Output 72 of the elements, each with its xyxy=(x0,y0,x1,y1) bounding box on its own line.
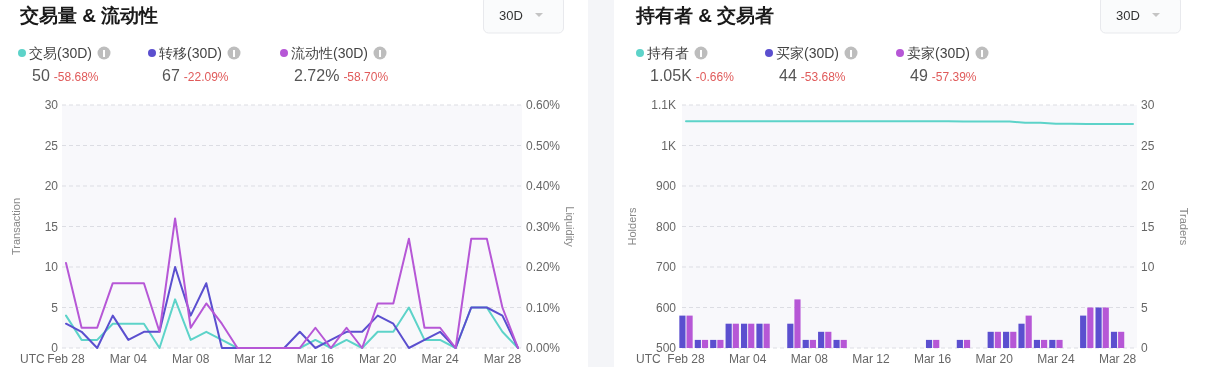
x-tick-label: Mar 28 xyxy=(483,352,522,366)
y-tick-label: 800 xyxy=(655,219,677,234)
text: 30D xyxy=(499,8,523,23)
x-tick-label: Mar 12 xyxy=(852,352,890,366)
text: -58.70% xyxy=(343,70,389,84)
text: -0.66% xyxy=(695,70,735,84)
y2-tick-label: 0.20% xyxy=(526,260,561,274)
x-tick-label: Mar 20 xyxy=(359,352,397,366)
y2-axis-title: Liquidity xyxy=(564,206,576,248)
y2-tick-label: 25 xyxy=(1141,138,1155,153)
y-tick-label: 600 xyxy=(655,300,677,315)
text: 44 xyxy=(779,67,797,84)
y-tick-label: 10 xyxy=(44,260,59,274)
y2-tick-label: 0 xyxy=(1141,341,1148,355)
y2-tick-label: 0.00% xyxy=(526,341,561,355)
y-tick-label: 20 xyxy=(44,179,59,193)
text: -22.09% xyxy=(183,70,229,84)
x-tick-label: Mar 08 xyxy=(172,352,210,366)
text: -53.68% xyxy=(800,70,846,84)
y2-tick-label: 0.30% xyxy=(526,219,561,234)
text: 49 xyxy=(910,67,928,84)
y-tick-label: 500 xyxy=(655,341,677,355)
text: 1.05K xyxy=(650,67,693,84)
y2-tick-label: 15 xyxy=(1141,219,1155,234)
y-axis-title: Holders xyxy=(626,207,638,246)
x-tick-label: Mar 16 xyxy=(913,352,952,366)
y-tick-label: 0 xyxy=(51,341,59,355)
y2-tick-label: 10 xyxy=(1141,260,1155,274)
y-tick-label: 5 xyxy=(51,300,59,315)
legend-label: 流动性(30D) xyxy=(291,45,369,61)
y-tick-label: 700 xyxy=(655,260,677,274)
text: 2.72% xyxy=(294,67,340,84)
x-tick-label: Feb 28 xyxy=(667,352,706,366)
text: -58.68% xyxy=(53,70,99,84)
chart-title: 交易量 & 流动性 xyxy=(19,5,159,26)
y-tick-label: 1.1K xyxy=(651,98,676,112)
y2-tick-label: 0.40% xyxy=(526,179,561,193)
chart-title: 持有者 & 交易者 xyxy=(635,5,775,26)
x-tick-label: Mar 04 xyxy=(109,352,148,366)
x-tick-label: Mar 16 xyxy=(296,352,335,366)
x-tick-label: Mar 12 xyxy=(234,352,273,366)
x-axis-title: UTC xyxy=(636,352,661,366)
legend-label: 交易(30D) xyxy=(29,45,93,61)
y2-tick-label: 0.50% xyxy=(526,138,561,153)
text: 67 xyxy=(162,67,180,84)
x-tick-label: Mar 04 xyxy=(728,352,767,366)
y-tick-label: 1K xyxy=(661,138,676,153)
x-tick-label: Mar 24 xyxy=(1037,352,1075,366)
legend-label: 卖家(30D) xyxy=(907,45,971,61)
text: 30D xyxy=(1116,8,1140,23)
y-tick-label: 30 xyxy=(44,98,59,112)
y2-tick-label: 20 xyxy=(1141,179,1155,193)
y2-tick-label: 0.10% xyxy=(526,300,561,315)
y2-tick-label: 0.60% xyxy=(526,98,561,112)
text: -57.39% xyxy=(931,70,977,84)
legend-label: 持有者 xyxy=(647,45,689,61)
x-tick-label: Mar 24 xyxy=(421,352,460,366)
y-axis-title: Transaction xyxy=(10,197,22,256)
x-axis-title: UTC xyxy=(20,352,45,366)
y2-axis-title: Traders xyxy=(1178,207,1190,246)
text: 50 xyxy=(32,67,50,84)
x-tick-label: Mar 08 xyxy=(790,352,829,366)
y2-tick-label: 30 xyxy=(1141,98,1155,112)
x-tick-label: Feb 28 xyxy=(47,352,86,366)
x-tick-label: Mar 20 xyxy=(975,352,1014,366)
y2-tick-label: 5 xyxy=(1141,300,1148,315)
y-tick-label: 15 xyxy=(44,219,59,234)
legend-label: 转移(30D) xyxy=(159,45,223,61)
y-tick-label: 25 xyxy=(44,138,59,153)
y-tick-label: 900 xyxy=(655,179,677,193)
legend-label: 买家(30D) xyxy=(776,45,840,61)
x-tick-label: Mar 28 xyxy=(1098,352,1137,366)
